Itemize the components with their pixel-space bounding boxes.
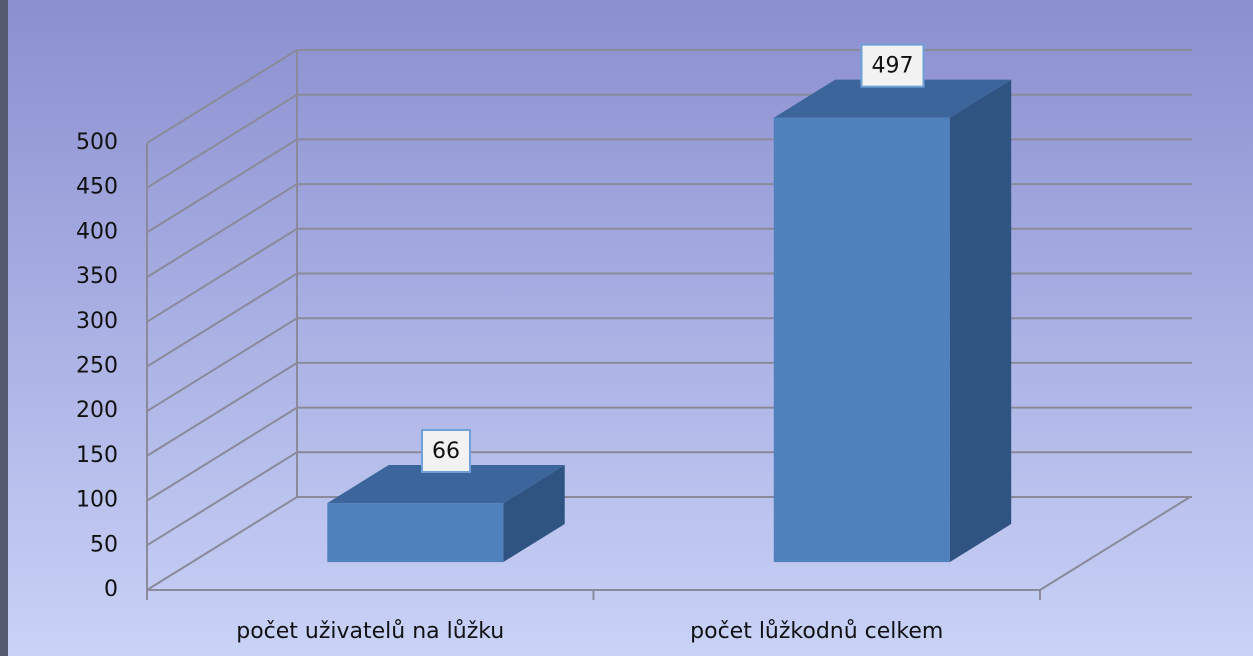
value-label: 66 <box>432 439 460 464</box>
value-label-box <box>860 43 925 88</box>
bar-top <box>773 79 1012 118</box>
y-tick-label: 350 <box>76 264 118 289</box>
plot-area: 0 50 100 150 200 250 300 350 400 450 500 počet uživ… <box>76 43 1192 644</box>
value-label-box <box>421 428 471 473</box>
y-tick-label: 450 <box>76 175 118 200</box>
floor-edge <box>1039 496 1191 591</box>
y-tick-label: 300 <box>76 309 118 334</box>
bar-side <box>503 464 565 563</box>
y-tick-label: 0 <box>104 577 118 602</box>
value-label: 497 <box>872 54 914 79</box>
y-tick-label: 400 <box>76 219 118 244</box>
y-tick-label: 250 <box>76 354 118 379</box>
bar <box>773 117 950 563</box>
bar <box>327 503 504 563</box>
left-border <box>0 0 8 656</box>
x-tick-label: počet lůžkodnů celkem <box>690 619 943 644</box>
y-tick-label: 500 <box>76 130 118 155</box>
bar-top <box>327 464 565 504</box>
y-tick-label: 50 <box>90 532 118 557</box>
x-tick-label: počet uživatelů na lůžku <box>236 619 504 644</box>
bar-side <box>949 79 1012 563</box>
y-tick-label: 150 <box>76 443 118 468</box>
y-tick-label: 200 <box>76 398 118 423</box>
y-tick-label: 100 <box>76 488 118 513</box>
